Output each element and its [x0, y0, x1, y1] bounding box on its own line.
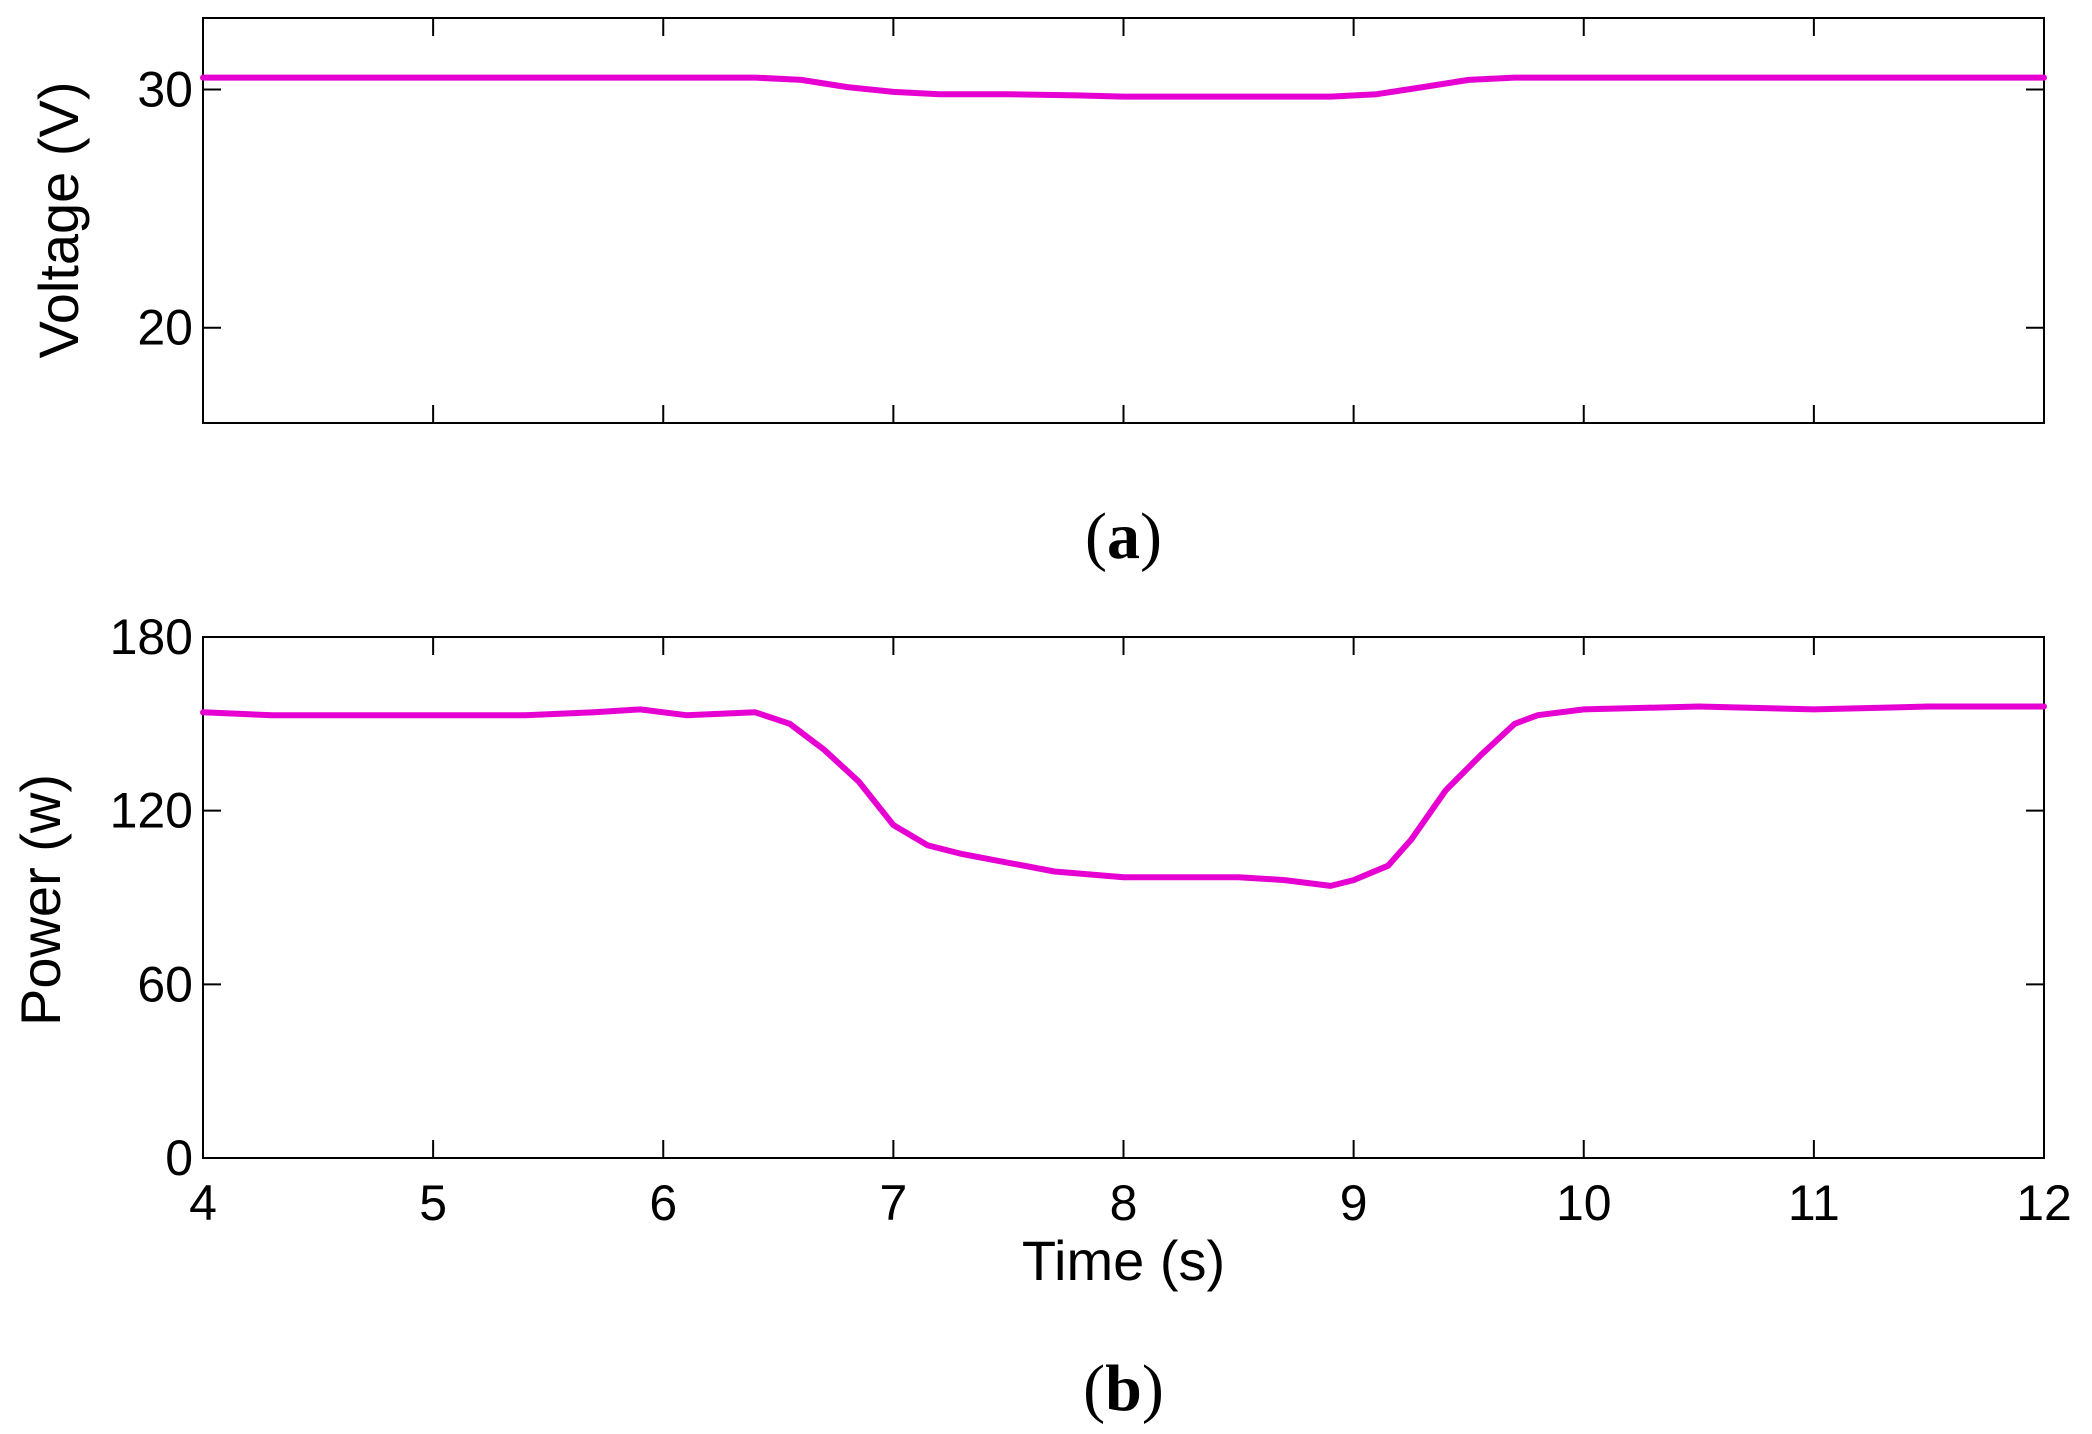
- y-axis-label: Voltage (V): [27, 81, 90, 358]
- data-point: [1238, 877, 1239, 878]
- data-point: [847, 87, 848, 88]
- data-point: [1192, 96, 1193, 97]
- data-point: [1284, 880, 1285, 881]
- data-point: [318, 77, 319, 78]
- data-point: [858, 781, 859, 782]
- data-point: [1583, 709, 1584, 710]
- data-point: [1123, 96, 1124, 97]
- data-point: [1537, 715, 1538, 716]
- data-point: [2044, 706, 2045, 707]
- data-point: [1928, 706, 1929, 707]
- data-point: [1376, 94, 1377, 95]
- y-tick-label: 30: [137, 61, 193, 117]
- y-tick-label: 180: [110, 609, 193, 665]
- data-point: [893, 825, 894, 826]
- data-point: [525, 715, 526, 716]
- data-point: [1123, 877, 1124, 878]
- data-point: [548, 77, 549, 78]
- data-point: [1813, 709, 1814, 710]
- data-point: [1330, 96, 1331, 97]
- data-point: [1445, 790, 1446, 791]
- y-tick-label: 60: [137, 956, 193, 1012]
- data-point: [663, 77, 664, 78]
- data-point: [1813, 77, 1814, 78]
- data-point: [203, 77, 204, 78]
- y-axis-label: Power (w): [9, 774, 72, 1026]
- data-point: [1008, 862, 1009, 863]
- data-point: [1388, 865, 1389, 866]
- x-tick-label: 5: [419, 1175, 447, 1231]
- data-point: [1514, 723, 1515, 724]
- data-point: [1411, 839, 1412, 840]
- data-point: [824, 749, 825, 750]
- data-point: [801, 79, 802, 80]
- data-point: [789, 723, 790, 724]
- panel-a-voltage-chart: 20 30 Voltage (V) (a): [27, 17, 2047, 573]
- panel-caption: (b): [1083, 1352, 1164, 1425]
- series-line-0: [200, 74, 2047, 100]
- panel-caption: (a): [1085, 500, 1162, 573]
- x-tick-label: 12: [2016, 1175, 2072, 1231]
- series-line-0: [200, 703, 2047, 889]
- x-tick-label: 8: [1110, 1175, 1138, 1231]
- data-point: [203, 712, 204, 713]
- data-point: [1261, 96, 1262, 97]
- data-point: [927, 845, 928, 846]
- data-point: [1514, 77, 1515, 78]
- data-point: [893, 91, 894, 92]
- data-point: [1330, 885, 1331, 886]
- data-point: [755, 77, 756, 78]
- data-point: [1928, 77, 1929, 78]
- data-point: [594, 712, 595, 713]
- data-point: [433, 77, 434, 78]
- data-point: [1698, 706, 1699, 707]
- data-point: [1698, 77, 1699, 78]
- data-point: [1422, 87, 1423, 88]
- data-point: [2044, 77, 2045, 78]
- y-tick-label: 20: [137, 300, 193, 356]
- data-point: [1192, 877, 1193, 878]
- data-point: [1468, 79, 1469, 80]
- y-tick-label: 0: [165, 1130, 193, 1186]
- data-point: [755, 712, 756, 713]
- data-point: [433, 715, 434, 716]
- data-point: [686, 715, 687, 716]
- data-point: [1077, 95, 1078, 96]
- data-point: [1480, 755, 1481, 756]
- x-tick-label: 10: [1556, 1175, 1612, 1231]
- data-point: [272, 715, 273, 716]
- x-tick-label: 11: [1788, 1175, 1840, 1231]
- x-axis-label: Time (s): [1022, 1229, 1225, 1292]
- data-point: [1054, 871, 1055, 872]
- data-point: [1008, 94, 1009, 95]
- data-point: [962, 854, 963, 855]
- data-point: [1583, 77, 1584, 78]
- y-tick-label: 120: [110, 783, 193, 839]
- data-point: [640, 709, 641, 710]
- data-point: [939, 94, 940, 95]
- x-tick-label: 7: [879, 1175, 907, 1231]
- data-point: [1353, 880, 1354, 881]
- x-tick-label: 4: [189, 1175, 217, 1231]
- data-point: [341, 715, 342, 716]
- x-tick-label: 6: [649, 1175, 677, 1231]
- x-tick-label: 9: [1340, 1175, 1368, 1231]
